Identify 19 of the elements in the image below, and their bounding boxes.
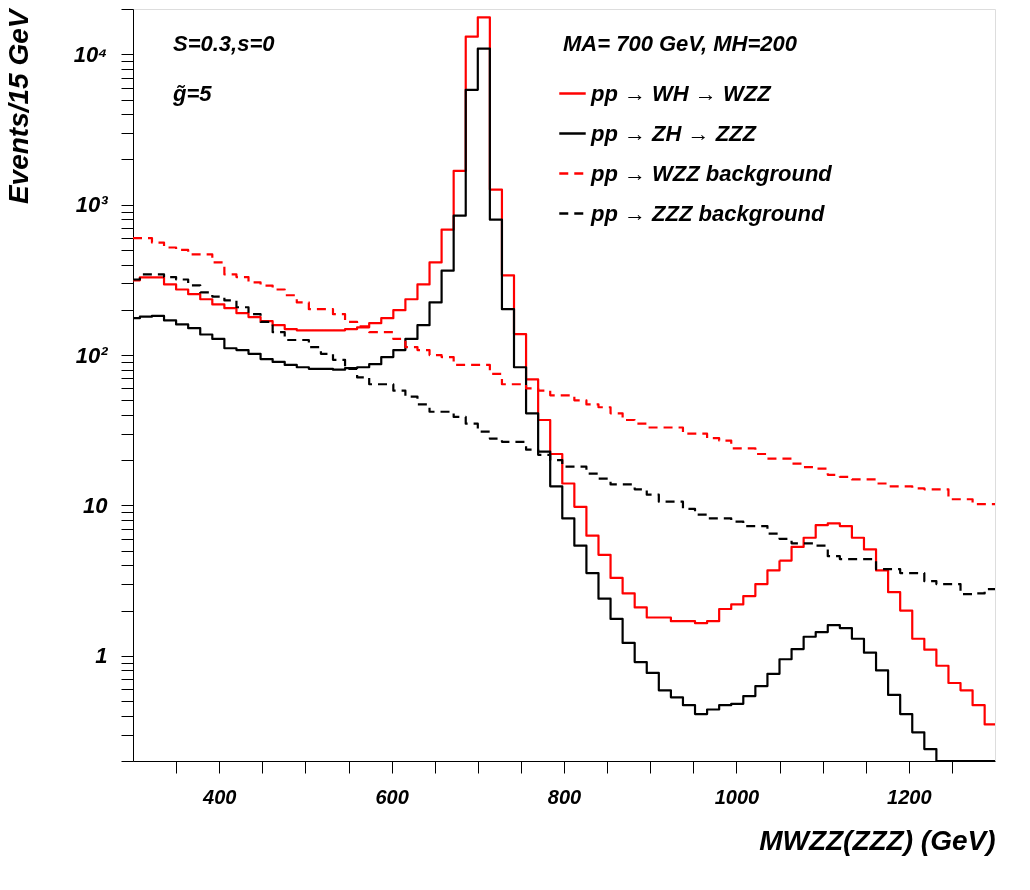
- legend-label: pp → WZZ background: [590, 160, 833, 186]
- x-tick-label: 1000: [714, 785, 760, 808]
- annotation: MA= 700 GeV, MH=200: [563, 31, 798, 56]
- legend-label: pp → WH → WZZ: [590, 80, 773, 106]
- legend-label: pp → ZZZ background: [590, 200, 825, 226]
- y-tick-label: 10²: [75, 342, 109, 368]
- x-tick-label: 600: [375, 785, 409, 808]
- y-axis-title: Events/15 GeV: [2, 7, 34, 205]
- annotation: g̃=5: [172, 81, 213, 106]
- x-axis-title: MWZZ(ZZZ) (GeV): [759, 824, 996, 856]
- y-tick-label: 10⁴: [73, 41, 108, 67]
- x-tick-label: 400: [202, 785, 237, 808]
- legend-label: pp → ZH → ZZZ: [590, 120, 758, 146]
- x-tick-label: 800: [547, 785, 582, 808]
- annotation: S=0.3,s=0: [173, 31, 276, 56]
- y-tick-label: 10: [83, 492, 109, 518]
- y-tick-label: 1: [95, 643, 108, 669]
- x-tick-label: 1200: [887, 785, 932, 808]
- y-tick-label: 10³: [75, 192, 109, 218]
